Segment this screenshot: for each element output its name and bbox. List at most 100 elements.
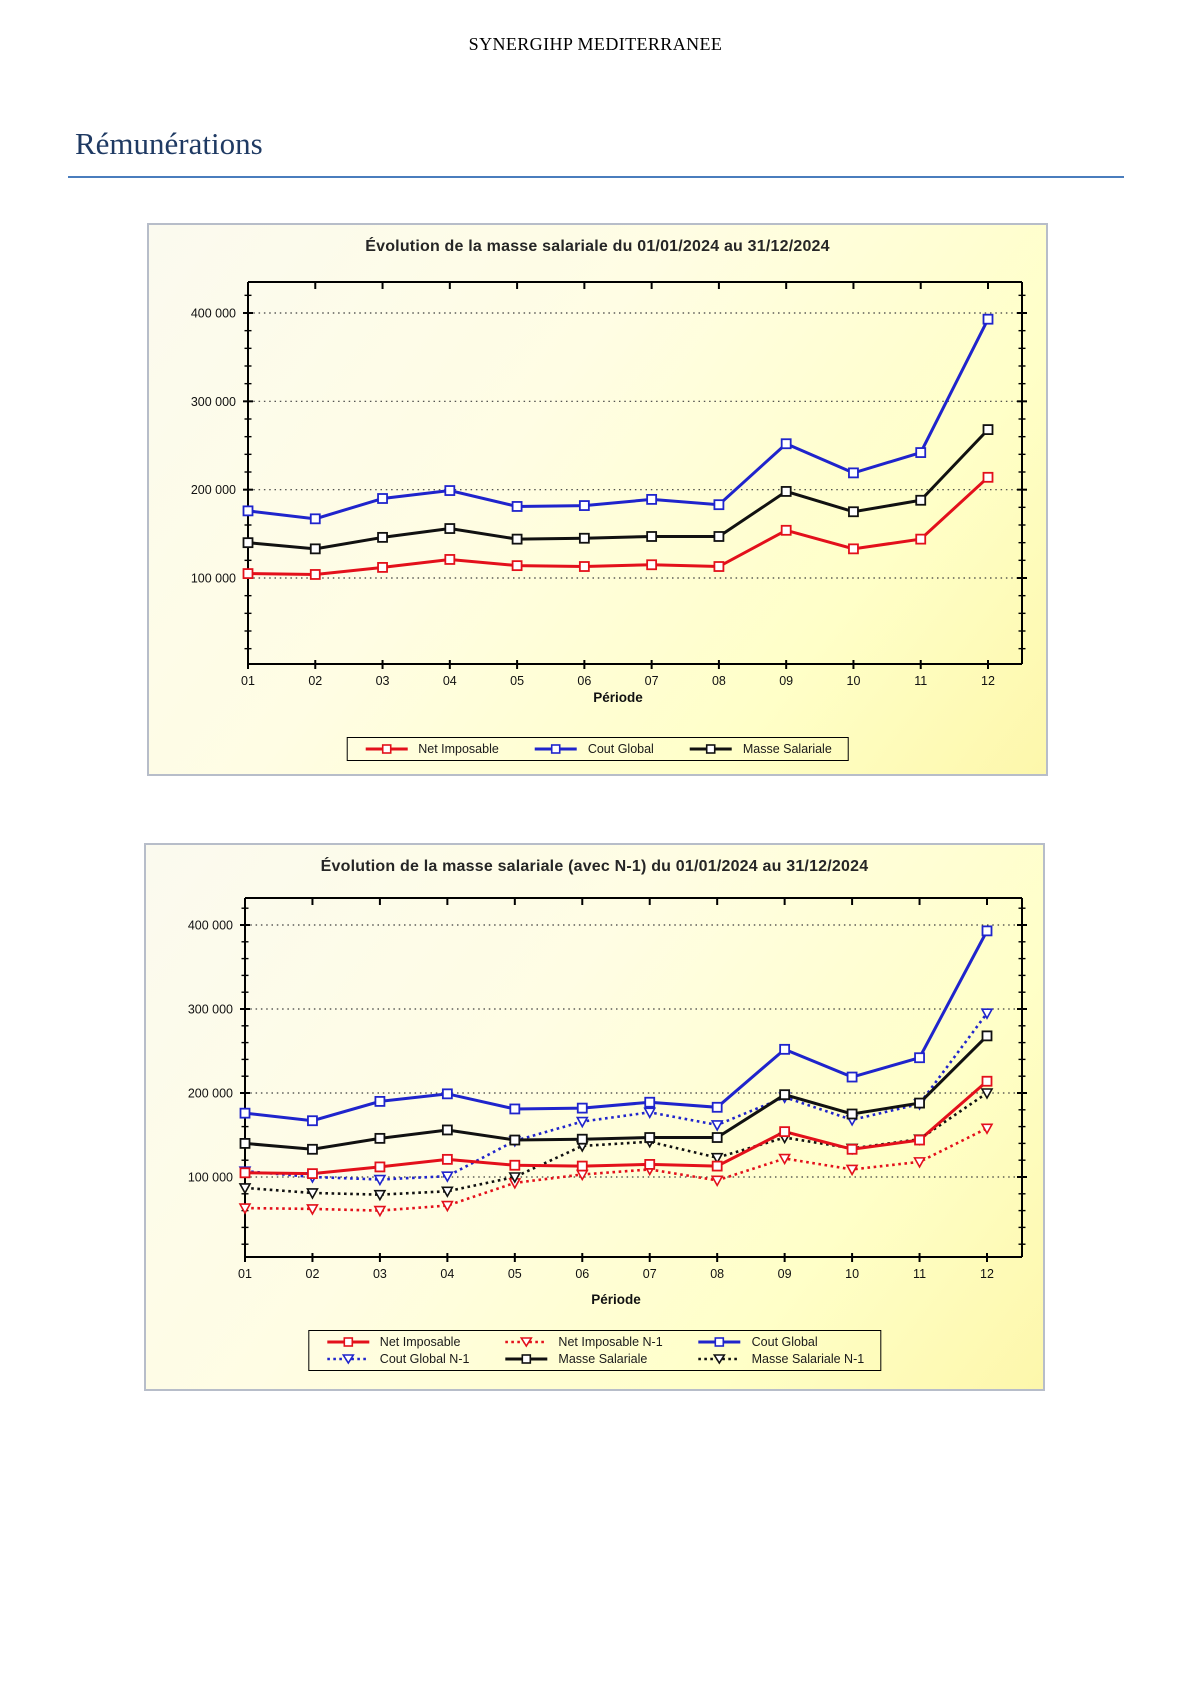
x-tick-label: 12	[980, 1267, 994, 1281]
series-line	[247, 428, 990, 551]
data-point-marker	[780, 486, 792, 497]
data-point-marker	[980, 1088, 994, 1100]
legend-label: Cout Global	[587, 742, 654, 756]
data-point-marker	[713, 531, 725, 542]
data-point-marker	[441, 1088, 453, 1100]
x-tick-label: 11	[913, 1267, 926, 1281]
x-tick-label: 05	[508, 1267, 522, 1281]
y-tick-label: 400 000	[188, 919, 233, 933]
solid-square-swatch-icon	[326, 1337, 369, 1347]
legend-label: Masse Salariale	[558, 1352, 648, 1366]
data-point-marker	[373, 1205, 387, 1218]
data-point-marker	[710, 1152, 724, 1165]
data-point-marker	[377, 531, 388, 543]
data-point-marker	[441, 1153, 453, 1165]
series-line	[247, 318, 990, 521]
data-point-marker	[509, 1103, 521, 1115]
data-point-marker	[441, 1171, 454, 1183]
data-point-marker	[982, 424, 994, 436]
chart-panel-masse-salariale: Évolution de la masse salariale du 01/01…	[147, 223, 1048, 776]
x-axis-title: Période	[591, 1292, 641, 1307]
data-point-marker	[643, 1107, 657, 1119]
data-point-marker	[242, 537, 254, 549]
data-point-marker	[238, 1183, 252, 1195]
data-point-marker	[377, 493, 388, 504]
data-point-marker	[848, 467, 859, 479]
dotted-triangle-swatch-icon	[326, 1354, 369, 1365]
data-point-marker	[374, 1095, 386, 1107]
data-point-marker	[578, 500, 590, 511]
data-point-marker	[846, 1108, 858, 1120]
data-point-marker	[644, 1132, 656, 1143]
data-point-marker	[711, 1160, 723, 1172]
series-line	[244, 930, 989, 1123]
data-point-marker	[982, 471, 994, 483]
y-tick-label: 300 000	[191, 395, 236, 409]
data-point-marker	[377, 561, 388, 573]
y-tick-label: 100 000	[188, 1171, 233, 1185]
data-point-marker	[307, 1143, 318, 1155]
x-tick-label: 03	[373, 1267, 387, 1281]
legend-label: Net Imposable	[379, 1335, 461, 1349]
data-point-marker	[710, 1120, 724, 1132]
data-point-marker	[644, 1158, 656, 1170]
data-point-marker	[309, 513, 321, 525]
data-point-marker	[913, 1157, 926, 1169]
data-point-marker	[511, 560, 523, 572]
legend-item: Cout Global N-1	[325, 1352, 470, 1366]
data-point-marker	[444, 554, 456, 565]
data-point-marker	[780, 438, 792, 450]
x-tick-label: 10	[847, 674, 861, 688]
x-tick-label: 05	[510, 674, 524, 688]
data-point-marker	[779, 1043, 791, 1055]
data-point-marker	[915, 533, 927, 545]
page-header: SYNERGIHP MEDITERRANEE	[468, 34, 723, 54]
legend-label: Cout Global	[751, 1335, 818, 1349]
legend-label: Net Imposable	[418, 742, 499, 756]
data-point-marker	[578, 532, 590, 544]
chart-title: Évolution de la masse salariale du 01/01…	[365, 238, 830, 255]
line-chart-plot: 01 02 03 04 05 06 07 08 09 10 11 12 100 000 200 000 30…	[188, 897, 1027, 1281]
x-tick-label: 07	[645, 674, 659, 688]
data-point-marker	[576, 1102, 588, 1114]
x-tick-label: 08	[710, 1267, 724, 1281]
data-point-marker	[711, 1132, 723, 1143]
data-point-marker	[242, 505, 254, 517]
legend-label: Cout Global N-1	[379, 1352, 470, 1366]
x-tick-label: 07	[643, 1267, 657, 1281]
chart-panel-masse-salariale-n1: Évolution de la masse salariale (avec N-…	[144, 843, 1045, 1391]
data-point-marker	[511, 533, 523, 545]
x-tick-label: 04	[440, 1267, 454, 1281]
data-point-marker	[239, 1167, 251, 1179]
data-point-marker	[373, 1189, 387, 1202]
data-point-marker	[576, 1160, 588, 1172]
legend-item: Net Imposable	[325, 1335, 470, 1349]
data-point-marker	[307, 1115, 318, 1127]
y-tick-label: 200 000	[191, 483, 236, 497]
data-point-marker	[509, 1159, 521, 1171]
data-point-marker	[848, 543, 859, 555]
x-tick-label: 06	[575, 1267, 589, 1281]
solid-square-swatch-icon	[505, 1354, 548, 1364]
legend-label: Masse Salariale N-1	[751, 1352, 865, 1366]
y-tick-label: 400 000	[191, 307, 236, 321]
x-tick-label: 01	[238, 1267, 252, 1281]
legend-item: Masse Salariale N-1	[697, 1352, 865, 1366]
series-line	[247, 476, 990, 576]
solid-square-swatch-icon	[365, 744, 408, 754]
x-tick-label: 12	[981, 674, 995, 688]
data-point-marker	[780, 524, 792, 536]
legend-item: Net Imposable N-1	[503, 1335, 663, 1349]
data-point-marker	[306, 1204, 319, 1216]
series-line	[244, 1034, 989, 1151]
data-point-marker	[845, 1164, 859, 1177]
x-tick-label: 09	[779, 674, 793, 688]
dotted-triangle-swatch-icon	[505, 1337, 548, 1348]
data-point-marker	[238, 1203, 252, 1215]
data-point-marker	[575, 1169, 589, 1182]
data-point-marker	[848, 506, 859, 518]
data-point-marker	[982, 313, 994, 325]
data-point-marker	[239, 1137, 251, 1149]
data-point-marker	[575, 1116, 589, 1129]
